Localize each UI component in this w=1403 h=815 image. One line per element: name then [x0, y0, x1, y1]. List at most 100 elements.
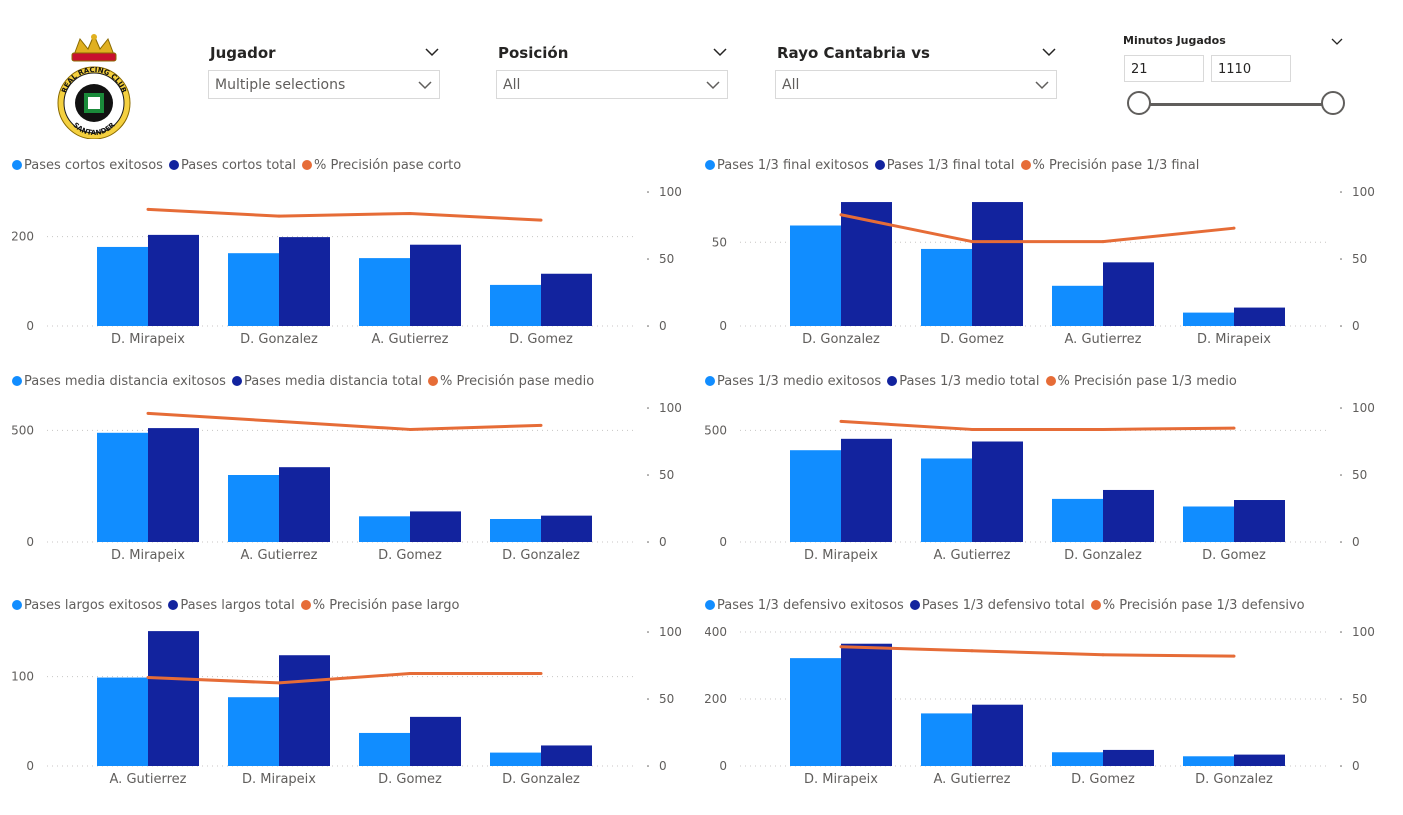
legend-item[interactable]: Pases 1/3 defensivo exitosos — [705, 598, 904, 613]
precision-point[interactable] — [539, 218, 543, 222]
bar-exitosos[interactable] — [490, 284, 541, 326]
precision-point[interactable] — [277, 419, 281, 423]
precision-point[interactable] — [839, 419, 843, 423]
min-input[interactable]: 21 — [1124, 55, 1204, 82]
legend-item[interactable]: % Precisión pase medio — [428, 374, 594, 389]
legend-item[interactable]: Pases 1/3 medio total — [887, 374, 1040, 389]
slicer-dropdown[interactable]: Multiple selections — [208, 70, 440, 99]
legend-item[interactable]: % Precisión pase largo — [300, 598, 459, 613]
bar-total[interactable] — [410, 244, 461, 326]
bar-total[interactable] — [1234, 307, 1285, 326]
slicer-dropdown[interactable]: All — [775, 70, 1057, 99]
precision-point[interactable] — [970, 240, 974, 244]
legend-item[interactable]: Pases media distancia exitosos — [12, 374, 226, 389]
slider-handle-max[interactable] — [1321, 91, 1345, 115]
bar-total[interactable] — [148, 631, 199, 766]
bar-exitosos[interactable] — [97, 677, 148, 766]
bar-exitosos[interactable] — [1052, 285, 1103, 326]
bar-exitosos[interactable] — [1183, 506, 1234, 542]
bar-total[interactable] — [541, 745, 592, 766]
bar-exitosos[interactable] — [490, 518, 541, 542]
bar-total[interactable] — [841, 438, 892, 542]
legend-item[interactable]: % Precisión pase 1/3 final — [1020, 158, 1199, 173]
precision-point[interactable] — [1101, 653, 1105, 657]
bar-total[interactable] — [279, 467, 330, 542]
legend-item[interactable]: Pases media distancia total — [231, 374, 422, 389]
bar-exitosos[interactable] — [228, 697, 279, 766]
bar-total[interactable] — [541, 515, 592, 542]
bar-exitosos[interactable] — [490, 752, 541, 766]
precision-point[interactable] — [839, 645, 843, 649]
bar-exitosos[interactable] — [921, 458, 972, 542]
precision-point[interactable] — [839, 213, 843, 217]
bar-exitosos[interactable] — [790, 450, 841, 542]
legend-item[interactable]: Pases 1/3 defensivo total — [909, 598, 1085, 613]
bar-total[interactable] — [841, 643, 892, 766]
bar-exitosos[interactable] — [1052, 498, 1103, 542]
legend-item[interactable]: Pases cortos total — [168, 158, 296, 173]
bar-exitosos[interactable] — [1183, 312, 1234, 326]
chevron-down-icon[interactable] — [1331, 37, 1343, 46]
precision-line[interactable] — [840, 645, 1235, 658]
precision-point[interactable] — [1232, 426, 1236, 430]
bar-total[interactable] — [972, 704, 1023, 766]
slider-handle-min[interactable] — [1127, 91, 1151, 115]
precision-point[interactable] — [539, 423, 543, 427]
bar-total[interactable] — [1103, 749, 1154, 766]
precision-point[interactable] — [146, 411, 150, 415]
precision-line[interactable] — [840, 419, 1235, 431]
bar-total[interactable] — [1103, 262, 1154, 326]
slicer-rival[interactable]: Rayo Cantabria vs All — [775, 42, 1057, 99]
slicer-jugador[interactable]: Jugador Multiple selections — [208, 42, 440, 99]
precision-point[interactable] — [277, 214, 281, 218]
precision-line[interactable] — [147, 207, 542, 222]
precision-line[interactable] — [147, 411, 542, 431]
bar-total[interactable] — [541, 273, 592, 326]
precision-point[interactable] — [277, 681, 281, 685]
bar-exitosos[interactable] — [921, 713, 972, 766]
bar-total[interactable] — [1103, 489, 1154, 542]
max-input[interactable]: 1110 — [1211, 55, 1291, 82]
bar-exitosos[interactable] — [228, 475, 279, 542]
bar-total[interactable] — [1234, 754, 1285, 766]
bar-total[interactable] — [410, 511, 461, 542]
precision-point[interactable] — [1232, 654, 1236, 658]
precision-point[interactable] — [408, 427, 412, 431]
precision-point[interactable] — [408, 672, 412, 676]
precision-point[interactable] — [970, 427, 974, 431]
slider-track[interactable] — [1139, 103, 1333, 106]
bar-exitosos[interactable] — [359, 516, 410, 542]
precision-point[interactable] — [146, 207, 150, 211]
bar-total[interactable] — [148, 428, 199, 542]
slicer-minutos[interactable]: Minutos Jugados 21 1110 — [1123, 30, 1349, 125]
bar-total[interactable] — [972, 202, 1023, 326]
bar-total[interactable] — [279, 237, 330, 326]
bar-total[interactable] — [148, 234, 199, 326]
legend-item[interactable]: Pases largos exitosos — [12, 598, 162, 613]
bar-total[interactable] — [410, 716, 461, 766]
bar-total[interactable] — [1234, 500, 1285, 542]
legend-item[interactable]: Pases largos total — [168, 598, 295, 613]
bar-total[interactable] — [972, 441, 1023, 543]
bar-exitosos[interactable] — [790, 225, 841, 327]
precision-point[interactable] — [1101, 427, 1105, 431]
legend-item[interactable]: % Precisión pase corto — [301, 158, 461, 173]
chevron-down-icon[interactable] — [712, 46, 728, 58]
legend-item[interactable]: % Precisión pase 1/3 defensivo — [1090, 598, 1305, 613]
precision-line[interactable] — [147, 672, 541, 685]
precision-point[interactable] — [408, 211, 412, 215]
slicer-header[interactable]: Jugador — [208, 42, 440, 64]
bar-exitosos[interactable] — [359, 258, 410, 326]
bar-exitosos[interactable] — [1183, 756, 1234, 766]
precision-point[interactable] — [539, 672, 543, 676]
precision-point[interactable] — [1101, 240, 1105, 244]
slicer-header[interactable]: Rayo Cantabria vs — [775, 42, 1057, 64]
bar-exitosos[interactable] — [1052, 752, 1103, 766]
precision-point[interactable] — [970, 649, 974, 653]
precision-point[interactable] — [146, 676, 150, 680]
chevron-down-icon[interactable] — [1041, 46, 1057, 58]
bar-exitosos[interactable] — [97, 432, 148, 542]
bar-exitosos[interactable] — [790, 658, 841, 766]
slicer-posicion[interactable]: Posición All — [496, 42, 728, 99]
bar-total[interactable] — [279, 655, 330, 766]
